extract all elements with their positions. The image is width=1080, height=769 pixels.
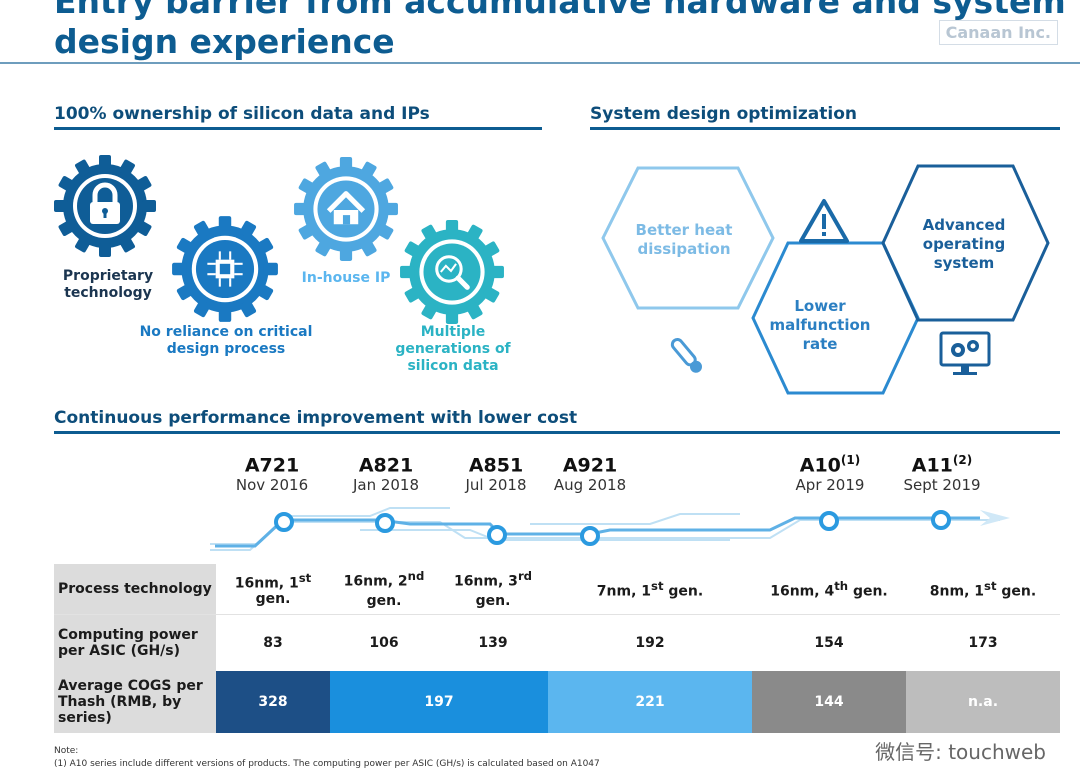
timeline-rule — [54, 431, 1060, 434]
chip-a10: A10(1) Apr 2019 — [795, 453, 865, 495]
label-proprietary-technology: Proprietary technology — [62, 268, 154, 301]
thermometer-icon — [670, 338, 702, 373]
process-cell: 16nm, 2nd gen. — [330, 564, 438, 615]
watermark: 微信号: touchweb — [875, 740, 1046, 764]
magnifier-chart-icon — [400, 220, 504, 324]
table-row-computing: Computing power per ASIC (GH/s) 83 106 1… — [54, 614, 1060, 671]
label-in-house-ip: In-house IP — [301, 270, 391, 286]
monitor-gears-icon — [939, 331, 991, 375]
label-multiple-generations: Multiple generations of silicon data — [395, 324, 511, 374]
hexagon-diagram — [601, 164, 1050, 395]
hex-label-os: Advanced operating system — [922, 216, 1006, 272]
cogs-cell: 144 — [752, 671, 906, 733]
row-header-computing: Computing power per ASIC (GH/s) — [54, 614, 216, 671]
computing-cell: 173 — [968, 635, 998, 651]
hex-label-malfunction: Lower malfunction rate — [769, 297, 871, 353]
table-row-cogs: Average COGS per Thash (RMB, by series) … — [54, 671, 1060, 733]
process-cell: 7nm, 1st gen. — [548, 564, 752, 615]
computing-cell: 139 — [478, 635, 508, 651]
chip-a721: A721 Nov 2016 — [235, 454, 309, 495]
chip-icon — [172, 216, 278, 322]
house-icon — [294, 157, 398, 261]
lock-icon — [54, 155, 156, 257]
cogs-cell: 221 — [548, 671, 752, 733]
chip-a11: A11(2) Sept 2019 — [903, 453, 981, 495]
chip-a821: A821 Jan 2018 — [352, 454, 420, 495]
table-row-process: Process technology 16nm, 1st gen. 16nm, … — [54, 564, 1060, 615]
row-header-cogs: Average COGS per Thash (RMB, by series) — [54, 671, 216, 733]
note-line-1: (1) A10 series include different version… — [54, 759, 600, 769]
row-header-process: Process technology — [54, 564, 216, 615]
warning-icon — [799, 199, 849, 243]
timeline-heading: Continuous performance improvement with … — [54, 408, 578, 428]
process-cell: 8nm, 1st gen. — [906, 564, 1060, 615]
performance-table: Process technology 16nm, 1st gen. 16nm, … — [54, 564, 1060, 733]
left-section-rule — [54, 127, 542, 130]
computing-cell: 106 — [369, 635, 399, 651]
computing-cell: 154 — [814, 635, 844, 651]
left-section-heading: 100% ownership of silicon data and IPs — [54, 104, 430, 124]
right-section-rule — [590, 127, 1060, 130]
chip-a921: A921 Aug 2018 — [553, 454, 627, 495]
cogs-cell: n.a. — [906, 671, 1060, 733]
header-divider — [0, 62, 1080, 64]
cogs-cell: 197 — [330, 671, 548, 733]
page-title: Entry barrier from accumulative hardware… — [54, 0, 1066, 61]
brand-logo: Canaan Inc. — [938, 20, 1058, 45]
cogs-cell: 328 — [216, 671, 330, 733]
computing-cell: 83 — [263, 635, 283, 651]
process-cell: 16nm, 4th gen. — [752, 564, 906, 615]
right-section-heading: System design optimization — [590, 104, 858, 124]
process-cell: 16nm, 3rd gen. — [438, 564, 548, 615]
note-label: Note: — [54, 746, 79, 756]
timeline-track — [210, 507, 1010, 551]
label-no-reliance: No reliance on critical design process — [139, 324, 313, 357]
computing-cell: 192 — [635, 635, 665, 651]
hex-label-heat: Better heat dissipation — [635, 221, 733, 258]
process-cell: 16nm, 1st gen. — [216, 564, 330, 615]
chip-a851: A851 Jul 2018 — [465, 454, 527, 495]
